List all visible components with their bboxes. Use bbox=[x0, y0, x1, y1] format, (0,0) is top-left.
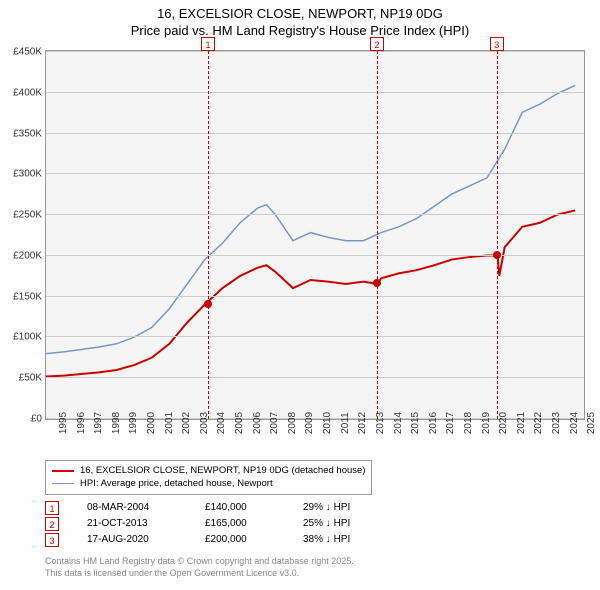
plot-area: £0£50K£100K£150K£200K£250K£300K£350K£400… bbox=[45, 50, 585, 420]
transaction-row: 3 17-AUG-2020 £200,000 38% ↓ HPI bbox=[45, 532, 383, 548]
chart-legend: 16, EXCELSIOR CLOSE, NEWPORT, NP19 0DG (… bbox=[45, 460, 372, 495]
y-axis-label: £300K bbox=[13, 169, 42, 180]
transaction-marker: 2 bbox=[45, 517, 59, 531]
grid-line: £400K bbox=[46, 92, 584, 93]
title-line-1: 16, EXCELSIOR CLOSE, NEWPORT, NP19 0DG bbox=[0, 6, 600, 23]
legend-row-hpi: HPI: Average price, detached house, Newp… bbox=[52, 477, 365, 490]
y-axis-label: £0 bbox=[31, 414, 42, 425]
grid-line: £350K bbox=[46, 133, 584, 134]
event-marker-label: 1 bbox=[201, 37, 215, 51]
title-line-2: Price paid vs. HM Land Registry's House … bbox=[0, 23, 600, 40]
transaction-marker: 1 bbox=[45, 501, 59, 515]
transaction-row: 1 08-MAR-2004 £140,000 29% ↓ HPI bbox=[45, 500, 383, 516]
transaction-price: £165,000 bbox=[205, 516, 275, 532]
transactions-table: 1 08-MAR-2004 £140,000 29% ↓ HPI 2 21-OC… bbox=[45, 500, 383, 548]
footer-line-2: This data is licensed under the Open Gov… bbox=[45, 568, 354, 580]
legend-row-price: 16, EXCELSIOR CLOSE, NEWPORT, NP19 0DG (… bbox=[52, 464, 365, 477]
y-axis-label: £200K bbox=[13, 250, 42, 261]
chart-lines-svg bbox=[46, 51, 584, 419]
event-marker-dot bbox=[204, 300, 212, 308]
footer-attribution: Contains HM Land Registry data © Crown c… bbox=[45, 556, 354, 579]
y-axis-label: £250K bbox=[13, 210, 42, 221]
transaction-delta: 25% ↓ HPI bbox=[303, 516, 383, 532]
y-axis-label: £150K bbox=[13, 291, 42, 302]
legend-label-hpi: HPI: Average price, detached house, Newp… bbox=[80, 477, 273, 490]
legend-swatch-hpi bbox=[52, 483, 74, 484]
transaction-marker: 3 bbox=[45, 533, 59, 547]
transaction-delta: 38% ↓ HPI bbox=[303, 532, 383, 548]
event-marker-dot bbox=[373, 279, 381, 287]
grid-line: £250K bbox=[46, 214, 584, 215]
y-axis-label: £100K bbox=[13, 332, 42, 343]
y-axis-label: £450K bbox=[13, 47, 42, 58]
grid-line: £200K bbox=[46, 255, 584, 256]
transaction-date: 08-MAR-2004 bbox=[87, 500, 177, 516]
x-axis-label: 2025 bbox=[574, 412, 597, 434]
transaction-price: £200,000 bbox=[205, 532, 275, 548]
transaction-row: 2 21-OCT-2013 £165,000 25% ↓ HPI bbox=[45, 516, 383, 532]
transaction-delta: 29% ↓ HPI bbox=[303, 500, 383, 516]
event-marker-label: 2 bbox=[370, 37, 384, 51]
event-marker-line bbox=[377, 51, 378, 419]
y-axis-label: £400K bbox=[13, 87, 42, 98]
grid-line: £100K bbox=[46, 336, 584, 337]
chart-title: 16, EXCELSIOR CLOSE, NEWPORT, NP19 0DG P… bbox=[0, 0, 600, 40]
price-chart-container: 16, EXCELSIOR CLOSE, NEWPORT, NP19 0DG P… bbox=[0, 0, 600, 590]
transaction-date: 17-AUG-2020 bbox=[87, 532, 177, 548]
event-marker-label: 3 bbox=[490, 37, 504, 51]
y-axis-label: £350K bbox=[13, 128, 42, 139]
legend-label-price: 16, EXCELSIOR CLOSE, NEWPORT, NP19 0DG (… bbox=[80, 464, 365, 477]
footer-line-1: Contains HM Land Registry data © Crown c… bbox=[45, 556, 354, 568]
grid-line: £450K bbox=[46, 51, 584, 52]
transaction-date: 21-OCT-2013 bbox=[87, 516, 177, 532]
event-marker-dot bbox=[493, 251, 501, 259]
legend-swatch-price bbox=[52, 470, 74, 472]
grid-line: £150K bbox=[46, 296, 584, 297]
transaction-price: £140,000 bbox=[205, 500, 275, 516]
y-axis-label: £50K bbox=[19, 373, 42, 384]
grid-line: £50K bbox=[46, 377, 584, 378]
event-marker-line bbox=[208, 51, 209, 419]
event-marker-line bbox=[497, 51, 498, 419]
grid-line: £300K bbox=[46, 173, 584, 174]
